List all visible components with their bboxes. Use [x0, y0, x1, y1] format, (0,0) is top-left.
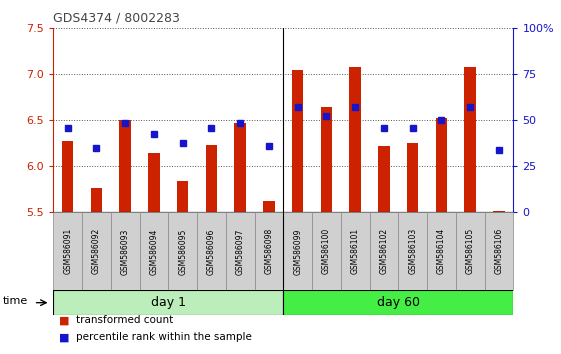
- Bar: [370, 212, 398, 290]
- Text: GSM586099: GSM586099: [293, 228, 302, 275]
- Bar: [398, 212, 427, 290]
- Bar: [341, 212, 370, 290]
- Bar: [148, 153, 160, 212]
- Bar: [168, 212, 197, 290]
- Bar: [197, 212, 226, 290]
- Bar: [263, 201, 275, 212]
- Text: ■: ■: [59, 315, 70, 325]
- Bar: [111, 212, 140, 290]
- Text: GSM586096: GSM586096: [207, 228, 216, 275]
- Bar: [485, 212, 513, 290]
- Text: GSM586098: GSM586098: [264, 228, 273, 274]
- Text: GSM586092: GSM586092: [92, 228, 101, 274]
- Bar: [283, 212, 312, 290]
- Bar: [91, 188, 102, 212]
- Text: GDS4374 / 8002283: GDS4374 / 8002283: [53, 12, 180, 25]
- Bar: [255, 212, 283, 290]
- Text: percentile rank within the sample: percentile rank within the sample: [76, 332, 252, 342]
- Text: GSM586105: GSM586105: [466, 228, 475, 274]
- Bar: [350, 67, 361, 212]
- Text: GSM586094: GSM586094: [149, 228, 158, 275]
- Bar: [62, 141, 73, 212]
- Text: transformed count: transformed count: [76, 315, 173, 325]
- Text: GSM586097: GSM586097: [236, 228, 245, 275]
- Bar: [456, 212, 485, 290]
- Bar: [82, 212, 111, 290]
- Bar: [436, 118, 447, 212]
- Text: ■: ■: [59, 332, 70, 342]
- Bar: [53, 212, 82, 290]
- Bar: [465, 67, 476, 212]
- Text: GSM586103: GSM586103: [408, 228, 417, 274]
- Bar: [206, 145, 217, 212]
- Text: day 1: day 1: [151, 296, 186, 309]
- Bar: [407, 143, 419, 212]
- Text: GSM586101: GSM586101: [351, 228, 360, 274]
- Text: GSM586104: GSM586104: [437, 228, 446, 274]
- Text: GSM586091: GSM586091: [63, 228, 72, 274]
- Text: GSM586102: GSM586102: [379, 228, 388, 274]
- Bar: [493, 211, 505, 212]
- Bar: [312, 212, 341, 290]
- Bar: [53, 290, 283, 315]
- Text: time: time: [3, 296, 28, 306]
- Bar: [119, 120, 131, 212]
- Bar: [177, 181, 188, 212]
- Text: GSM586106: GSM586106: [494, 228, 503, 274]
- Bar: [321, 107, 332, 212]
- Bar: [283, 290, 513, 315]
- Bar: [427, 212, 456, 290]
- Text: day 60: day 60: [377, 296, 420, 309]
- Text: GSM586093: GSM586093: [121, 228, 130, 275]
- Text: GSM586100: GSM586100: [322, 228, 331, 274]
- Bar: [234, 123, 246, 212]
- Text: GSM586095: GSM586095: [178, 228, 187, 275]
- Bar: [292, 70, 304, 212]
- Bar: [140, 212, 168, 290]
- Bar: [378, 146, 390, 212]
- Bar: [226, 212, 255, 290]
